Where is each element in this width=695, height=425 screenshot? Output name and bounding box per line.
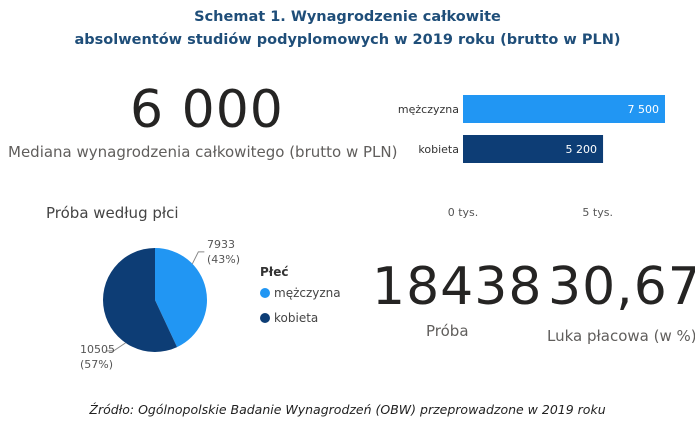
pie-slice-male	[155, 248, 208, 348]
pay-gap-label: Luka płacowa (w %)	[547, 327, 695, 345]
bar-female	[463, 135, 604, 163]
source-footer: Źródło: Ogólnopolskie Badanie Wynagrodze…	[89, 402, 606, 417]
pie-percent-label: (57%)	[80, 358, 113, 371]
median-label: Mediana wynagrodzenia całkowitego (brutt…	[8, 143, 398, 161]
bar-category-label: mężczyzna	[398, 103, 459, 116]
bar-x-tick-label: 5 tys.	[582, 206, 613, 219]
legend-item-label: kobieta	[274, 311, 318, 325]
bar-x-tick-label: 0 tys.	[448, 206, 479, 219]
legend-item-label: mężczyzna	[274, 286, 341, 300]
median-value: 6 000	[130, 80, 284, 140]
chart-title: Schemat 1. Wynagrodzenie całkowite absol…	[0, 6, 695, 52]
pie-leader-line	[105, 342, 126, 352]
legend-title: Płeć	[260, 265, 289, 279]
pie-slice-female	[103, 248, 178, 352]
sample-value: 18438	[372, 257, 543, 317]
bar-male	[463, 95, 665, 123]
legend-marker	[260, 313, 270, 323]
pay-gap-value: 30,67	[548, 257, 695, 317]
pie-percent-label: (43%)	[207, 253, 240, 266]
bar-value-label: 5 200	[566, 143, 598, 156]
pie-leader-line	[191, 251, 205, 265]
pie-value-label: 10505	[80, 343, 115, 356]
legend-marker	[260, 288, 270, 298]
bar-category-label: kobieta	[418, 143, 459, 156]
sample-label: Próba	[426, 322, 469, 340]
pie-title: Próba według płci	[46, 204, 179, 222]
title-line-1: Schemat 1. Wynagrodzenie całkowite	[194, 9, 501, 25]
bar-value-label: 7 500	[628, 103, 660, 116]
title-line-2: absolwentów studiów podyplomowych w 2019…	[74, 32, 621, 48]
pie-value-label: 7933	[207, 238, 235, 251]
